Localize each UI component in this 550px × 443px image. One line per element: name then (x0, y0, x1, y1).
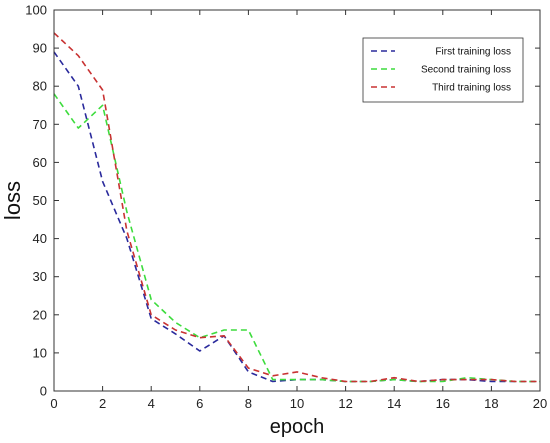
legend-box (362, 37, 524, 103)
x-tick-label: 20 (533, 396, 547, 411)
x-tick-label: 0 (50, 396, 57, 411)
y-tick-label: 40 (33, 231, 47, 246)
legend: First training loss Second training loss T… (362, 37, 524, 103)
y-tick-label: 30 (33, 269, 47, 284)
x-tick-label: 18 (484, 396, 498, 411)
y-tick-label: 90 (33, 41, 47, 56)
y-tick-label: 60 (33, 155, 47, 170)
y-tick-label: 70 (33, 117, 47, 132)
ticks-layer: 0 2 4 6 8 10 12 14 16 18 20 0 10 20 30 40 50 60 70 80 90 100 (25, 3, 547, 412)
x-tick-label: 10 (290, 396, 304, 411)
x-tick-label: 8 (245, 396, 252, 411)
x-tick-label: 14 (387, 396, 401, 411)
y-tick-label: 100 (25, 3, 47, 18)
series-line-2 (53, 93, 540, 383)
y-tick-label: 50 (33, 193, 47, 208)
series-layer (53, 32, 540, 383)
y-axis-title: loss (0, 181, 25, 220)
x-tick-label: 2 (99, 396, 106, 411)
legend-label: Third training loss (432, 83, 511, 94)
y-tick-label: 20 (33, 307, 47, 322)
series-line-3 (53, 32, 540, 383)
x-tick-label: 6 (196, 396, 203, 411)
x-tick-label: 4 (148, 396, 155, 411)
y-tick-label: 0 (40, 384, 47, 399)
x-axis-title: epoch (270, 416, 325, 438)
x-tick-label: 16 (436, 396, 450, 411)
x-tick-label: 12 (338, 396, 352, 411)
legend-label: Second training loss (421, 65, 511, 76)
legend-label: First training loss (435, 47, 511, 58)
series-line-1 (53, 51, 540, 383)
y-tick-label: 10 (33, 345, 47, 360)
y-tick-label: 80 (33, 79, 47, 94)
